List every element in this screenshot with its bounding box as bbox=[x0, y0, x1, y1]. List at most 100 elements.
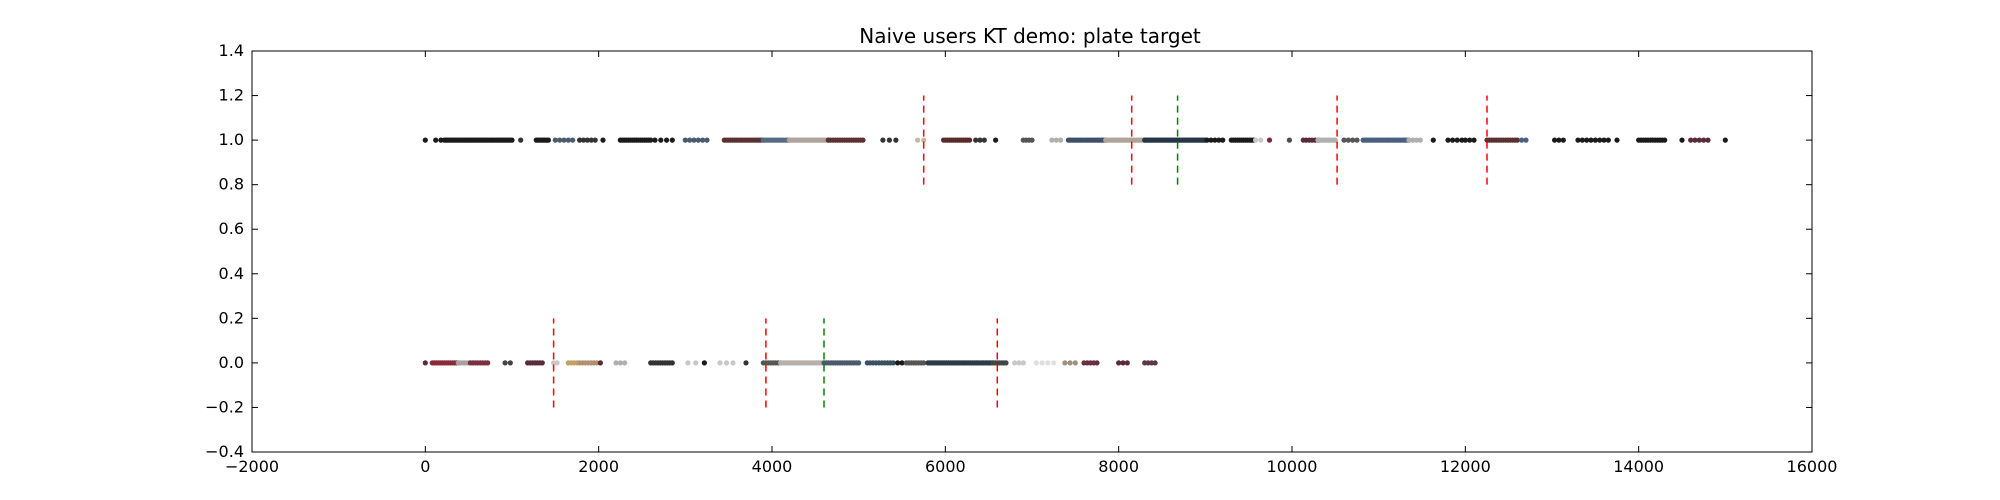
data-point bbox=[973, 137, 979, 143]
x-tick-label: 6000 bbox=[925, 457, 966, 476]
data-point bbox=[577, 137, 583, 143]
series-0 bbox=[422, 95, 1728, 185]
data-point bbox=[1579, 137, 1585, 143]
data-point bbox=[518, 137, 524, 143]
y-tick-label: 1.2 bbox=[219, 86, 244, 105]
data-point bbox=[422, 360, 428, 366]
plot-area bbox=[422, 95, 1728, 408]
data-point bbox=[701, 360, 708, 366]
data-point bbox=[1332, 137, 1338, 143]
data-point bbox=[1592, 137, 1598, 143]
data-point bbox=[1701, 137, 1707, 143]
data-point bbox=[1120, 360, 1126, 366]
data-point bbox=[1601, 137, 1607, 143]
y-tick-label: 0.4 bbox=[219, 264, 244, 283]
data-point bbox=[1286, 137, 1292, 143]
data-point bbox=[1696, 137, 1702, 143]
data-point bbox=[554, 360, 560, 366]
data-point bbox=[1705, 137, 1711, 143]
data-point bbox=[700, 137, 706, 143]
data-point bbox=[1053, 137, 1059, 143]
data-point bbox=[723, 360, 730, 366]
x-tick-label: 16000 bbox=[1787, 457, 1838, 476]
data-point bbox=[1152, 360, 1158, 366]
data-point bbox=[1430, 137, 1436, 143]
data-point bbox=[1679, 137, 1685, 143]
data-point bbox=[1560, 137, 1566, 143]
data-point bbox=[1413, 137, 1420, 143]
data-point bbox=[1605, 137, 1611, 143]
data-point bbox=[1045, 360, 1051, 366]
data-point bbox=[1462, 137, 1468, 143]
data-point bbox=[507, 360, 513, 366]
x-tick-label: 0 bbox=[420, 457, 430, 476]
data-point bbox=[1467, 137, 1473, 143]
data-point bbox=[1341, 137, 1347, 143]
data-point bbox=[1410, 137, 1416, 143]
data-point bbox=[704, 137, 710, 143]
data-point bbox=[669, 360, 675, 366]
data-point bbox=[1033, 360, 1039, 366]
data-point bbox=[545, 137, 552, 143]
data-point bbox=[1450, 137, 1456, 143]
data-point bbox=[1094, 360, 1100, 366]
data-point bbox=[588, 137, 594, 143]
data-point bbox=[552, 137, 558, 143]
data-point bbox=[691, 137, 697, 143]
data-point bbox=[539, 360, 545, 366]
data-point bbox=[1350, 137, 1356, 143]
data-point bbox=[1614, 137, 1620, 143]
data-point bbox=[1216, 137, 1222, 143]
data-point bbox=[1020, 360, 1026, 366]
data-point bbox=[1514, 137, 1520, 143]
data-point bbox=[1039, 360, 1045, 366]
data-point bbox=[1406, 137, 1412, 143]
data-point bbox=[977, 137, 983, 143]
x-tick-label: 2000 bbox=[578, 457, 619, 476]
data-point bbox=[1266, 137, 1273, 143]
data-point bbox=[1012, 360, 1018, 366]
plot-frame bbox=[251, 50, 1813, 453]
y-tick-label: 1.0 bbox=[219, 130, 244, 149]
data-point bbox=[1417, 137, 1423, 143]
data-point bbox=[1058, 137, 1064, 143]
data-point bbox=[561, 137, 567, 143]
data-point bbox=[1445, 137, 1451, 143]
data-point bbox=[890, 360, 896, 366]
data-point bbox=[1556, 137, 1562, 143]
data-point bbox=[693, 360, 699, 366]
data-point bbox=[1016, 360, 1022, 366]
y-tick-label: 0.8 bbox=[219, 175, 244, 194]
data-point bbox=[1523, 137, 1529, 143]
y-tick-label: −0.4 bbox=[205, 442, 244, 461]
data-point bbox=[664, 137, 670, 143]
x-tick-label: 4000 bbox=[752, 457, 793, 476]
data-point bbox=[570, 137, 576, 143]
data-point bbox=[1588, 137, 1594, 143]
data-point bbox=[915, 137, 921, 143]
data-point bbox=[422, 137, 428, 143]
x-tick-label: 10000 bbox=[1267, 457, 1318, 476]
x-tick-label: 12000 bbox=[1440, 457, 1491, 476]
x-tick-label: 8000 bbox=[1098, 457, 1139, 476]
data-point bbox=[617, 360, 623, 366]
data-point bbox=[509, 137, 515, 143]
chart-title: Naive users KT demo: plate target bbox=[859, 24, 1201, 48]
data-point bbox=[743, 360, 749, 366]
x-tick-label: 14000 bbox=[1613, 457, 1664, 476]
data-point bbox=[860, 137, 866, 143]
y-tick-label: 1.4 bbox=[219, 41, 244, 60]
data-point bbox=[592, 137, 598, 143]
y-tick-label: 0.2 bbox=[219, 308, 244, 327]
data-point bbox=[1116, 360, 1122, 366]
data-point bbox=[1212, 137, 1218, 143]
data-point bbox=[652, 137, 658, 143]
data-point bbox=[717, 360, 723, 366]
data-point bbox=[886, 137, 893, 143]
data-point bbox=[1067, 360, 1073, 366]
data-point bbox=[1584, 137, 1590, 143]
series-1 bbox=[422, 318, 1158, 408]
axis-ticks: −2000 0 2000 4000 6000 8000 10000 12000 14000 160… bbox=[205, 41, 1837, 476]
data-point bbox=[669, 137, 675, 143]
y-tick-label: 0.6 bbox=[219, 219, 244, 238]
